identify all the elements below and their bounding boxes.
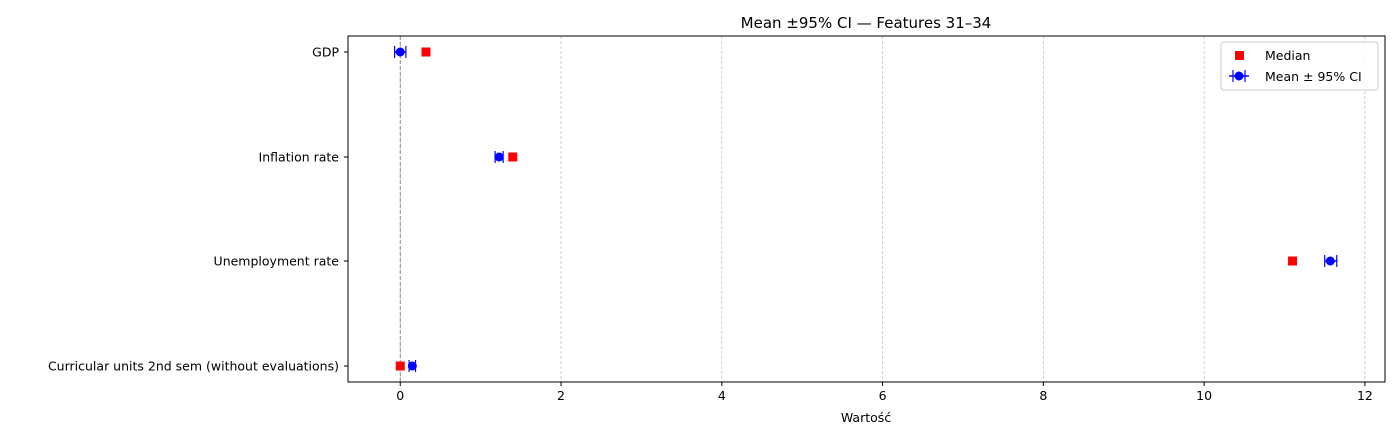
- x-axis: 0 2 4 6 8 10 12: [396, 382, 1373, 403]
- plot-frame: [347, 35, 1386, 383]
- y-tick-label: Inflation rate: [259, 150, 340, 165]
- legend-mean-label: Mean ± 95% CI: [1265, 69, 1362, 84]
- x-tick-label: 10: [1196, 388, 1212, 403]
- legend-frame: [1220, 41, 1379, 91]
- legend: Median Mean ± 95% CI: [1220, 41, 1379, 91]
- x-tick-label: 6: [879, 388, 887, 403]
- x-tick-label: 0: [396, 388, 404, 403]
- grid: [399, 36, 1366, 382]
- median-marker: [421, 47, 431, 57]
- mean-marker: [407, 361, 417, 371]
- x-tick-label: 4: [718, 388, 726, 403]
- x-axis-title: Wartość: [841, 410, 891, 425]
- mean-marker: [1325, 256, 1335, 266]
- y-tick-label: Unemployment rate: [214, 254, 340, 269]
- legend-median-marker: [1235, 51, 1244, 60]
- median-marker: [508, 152, 518, 162]
- y-tick-label: Curricular units 2nd sem (without evalua…: [48, 359, 339, 374]
- legend-median-label: Median: [1265, 48, 1310, 63]
- mean-marker: [494, 152, 504, 162]
- y-axis: GDP Inflation rate Unemployment rate Curric…: [48, 45, 348, 374]
- y-tick-label: GDP: [312, 45, 339, 60]
- x-tick-label: 8: [1039, 388, 1047, 403]
- median-marker: [1288, 256, 1298, 266]
- data-marks: [394, 46, 1338, 372]
- median-marker: [395, 361, 405, 371]
- x-tick-label: 2: [557, 388, 565, 403]
- legend-mean-marker: [1234, 71, 1244, 81]
- x-tick-label: 12: [1357, 388, 1373, 403]
- chart-title: Mean ±95% CI — Features 31–34: [741, 14, 992, 32]
- mean-marker: [395, 47, 405, 57]
